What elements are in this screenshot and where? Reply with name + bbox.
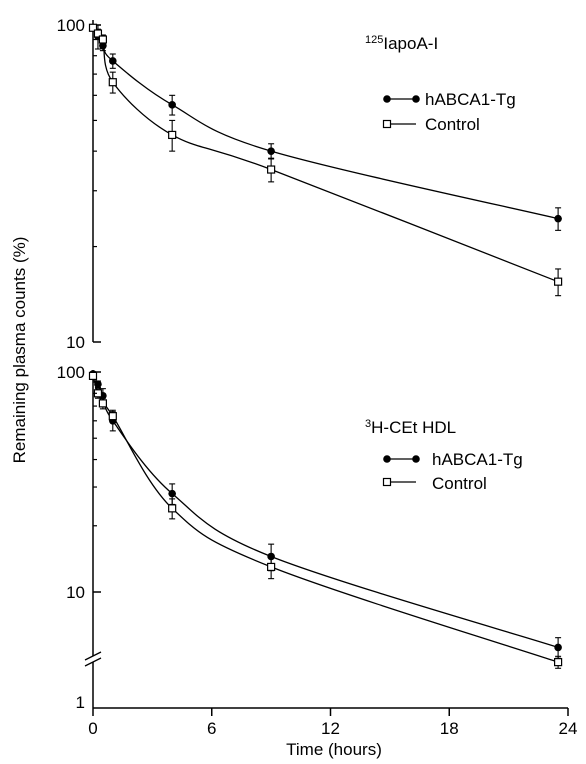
bottom-panel-point-control <box>554 658 563 667</box>
top-panel-legend: hABCA1-Tg Control <box>382 90 516 134</box>
bottom-panel-y-tick-label: 1 <box>76 693 85 712</box>
bottom-panel-legend: hABCA1-Tg Control <box>382 450 523 493</box>
bottom-panel-point-habca1-tg <box>168 489 176 498</box>
bottom-panel-point-control <box>88 371 98 381</box>
legend-marker-control <box>382 477 392 487</box>
axis-break-mark <box>84 657 102 667</box>
legend-label-control: Control <box>425 115 480 134</box>
top-panel-label: 125IapoA-I <box>365 34 438 53</box>
bottom-panel-point-habca1-tg <box>554 643 562 652</box>
bottom-panel-point-control <box>168 504 177 513</box>
top-panel-point-control <box>267 165 276 174</box>
top-panel-y-tick-label: 100 <box>57 16 85 35</box>
bottom-panel: 100 10 1 3H-CEt HDL hABCA1-Tg Control <box>57 363 563 712</box>
top-panel-point-control <box>93 29 103 38</box>
y-axis-title: Remaining plasma counts (%) <box>10 237 29 464</box>
legend-label-control: Control <box>432 474 487 493</box>
top-panel-point-habca1-tg <box>108 57 117 65</box>
top-panel-point-control <box>98 35 107 44</box>
bottom-panel-point-control <box>267 562 276 572</box>
legend-label-habca1-tg: hABCA1-Tg <box>432 450 523 469</box>
top-panel-series <box>88 23 563 297</box>
legend-marker-habca1-tg <box>383 95 391 103</box>
bottom-panel-y-tick-label: 100 <box>57 363 85 382</box>
x-axis: 0 6 12 18 24 Time (hours) <box>88 707 577 759</box>
top-panel-label-main: IapoA-I <box>383 34 438 53</box>
bottom-panel-series <box>88 370 563 669</box>
top-panel-point-habca1-tg <box>267 147 275 155</box>
x-axis-tick-label: 6 <box>207 719 216 738</box>
bottom-panel-series-line-habca1-tg <box>92 373 559 649</box>
x-axis-tick-label: 12 <box>321 719 340 738</box>
top-panel-series-line-habca1-tg <box>92 27 559 220</box>
x-axis-tick-label: 0 <box>88 719 97 738</box>
bottom-panel-label-main: H-CEt HDL <box>371 418 456 437</box>
top-panel-point-control <box>168 130 177 140</box>
bottom-panel-point-control <box>98 399 107 408</box>
top-panel-point-control <box>88 23 98 32</box>
top-panel-point-control <box>108 78 117 87</box>
x-axis-ticks: 0 6 12 18 24 <box>88 708 577 738</box>
top-panel: 100 10 125IapoA-I hABCA1-Tg Control <box>57 16 563 352</box>
top-panel-point-habca1-tg <box>168 101 176 109</box>
bottom-panel-label-sup: 3 <box>365 418 371 430</box>
top-panel-label-sup: 125 <box>365 34 383 46</box>
bottom-panel-label: 3H-CEt HDL <box>365 418 456 437</box>
axis-break-mark <box>84 651 102 661</box>
legend-label-habca1-tg: hABCA1-Tg <box>425 90 516 109</box>
x-axis-tick-label: 18 <box>440 719 459 738</box>
legend-marker-habca1-tg <box>383 455 391 463</box>
legend-marker-habca1-tg <box>412 455 420 463</box>
bottom-panel-point-control <box>108 412 117 421</box>
bottom-panel-y-tick-label: 10 <box>66 583 85 602</box>
bottom-panel-series-line-control <box>92 375 559 663</box>
x-axis-tick-label: 24 <box>559 719 578 738</box>
legend-marker-control <box>382 119 392 129</box>
top-panel-series-line-control <box>92 27 559 283</box>
legend-marker-habca1-tg <box>412 95 420 103</box>
x-axis-title: Time (hours) <box>286 740 382 759</box>
top-panel-y-tick-label: 10 <box>66 333 85 352</box>
top-panel-point-habca1-tg <box>554 214 562 223</box>
top-panel-point-control <box>554 277 563 286</box>
